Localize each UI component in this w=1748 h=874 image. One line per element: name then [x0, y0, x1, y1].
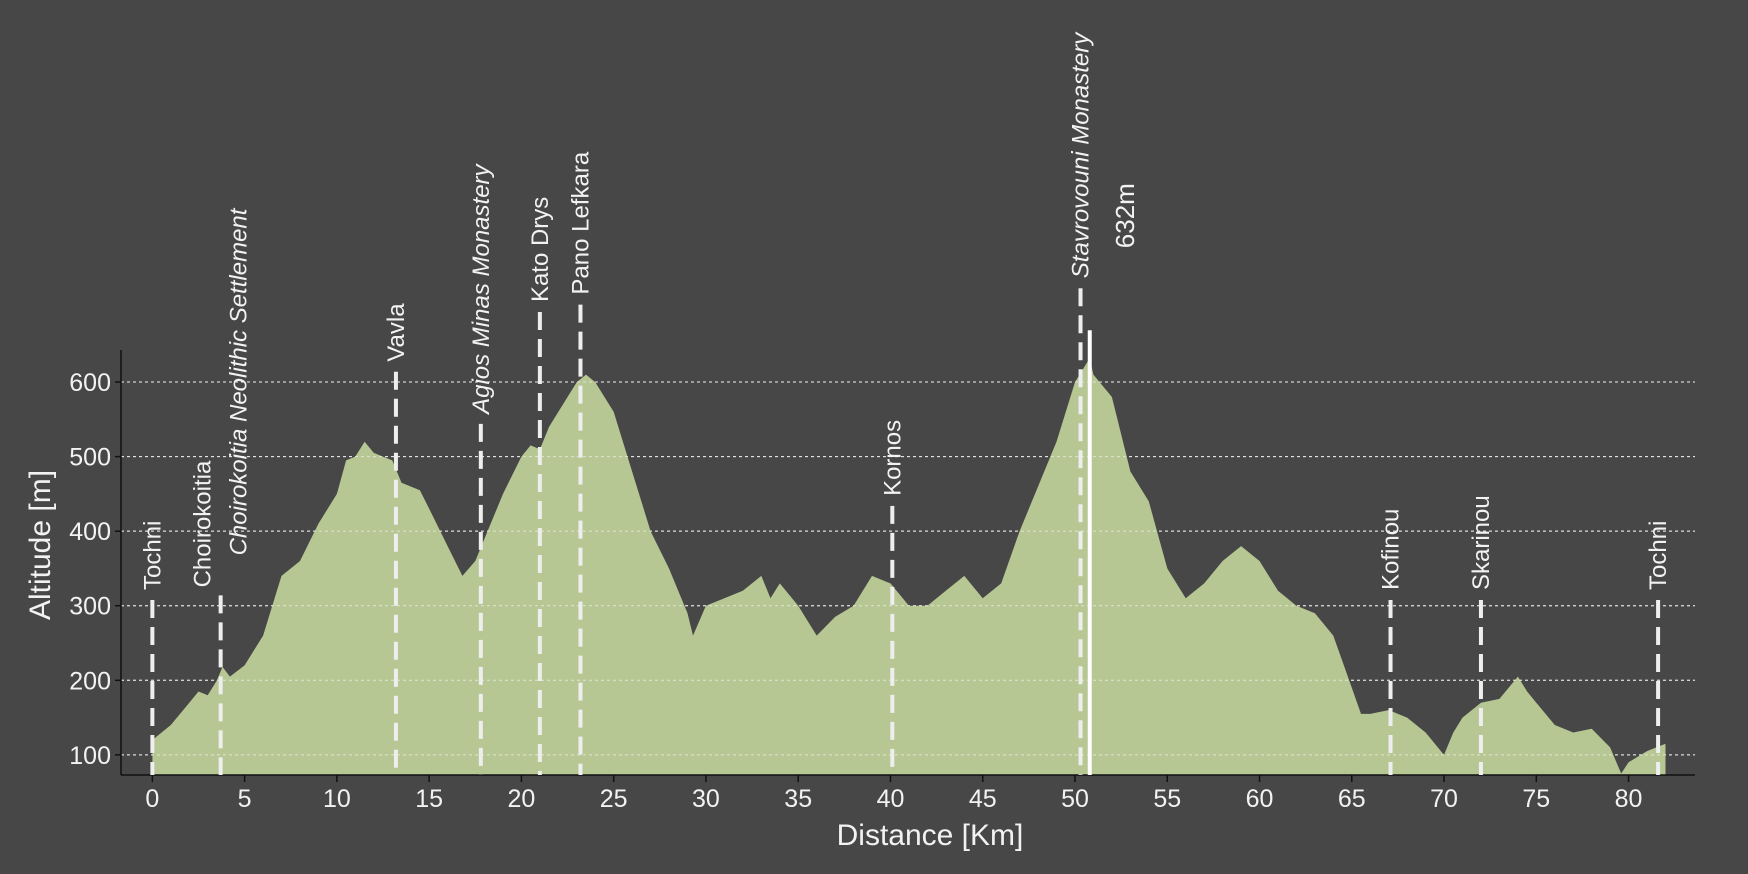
x-tick-label: 25 [600, 785, 628, 813]
x-axis-label: Distance [Km] [837, 819, 1024, 852]
x-tick-label: 35 [784, 785, 812, 813]
x-tick-label: 55 [1153, 785, 1181, 813]
marker-label: Skarinou [1468, 495, 1495, 590]
x-tick-label: 75 [1522, 785, 1550, 813]
x-tick-label: 80 [1615, 785, 1643, 813]
x-tick-label: 30 [692, 785, 720, 813]
marker-label: Choirokoitia [190, 460, 217, 587]
marker-label: Tochni [1645, 521, 1672, 590]
x-tick-label: 65 [1338, 785, 1366, 813]
marker-label: Vavla [383, 303, 410, 362]
marker-label: Agios Minas Monastery [468, 162, 495, 415]
y-tick-label: 100 [69, 742, 111, 770]
y-tick-label: 500 [69, 444, 111, 472]
x-tick-label: 60 [1246, 785, 1274, 813]
x-tick-label: 0 [145, 785, 159, 813]
y-tick-label: 200 [69, 667, 111, 695]
x-tick-label: 70 [1430, 785, 1458, 813]
y-tick-label: 600 [69, 369, 111, 397]
x-tick-label: 50 [1061, 785, 1089, 813]
marker-label: Kofinou [1378, 509, 1405, 590]
x-tick-label: 15 [415, 785, 443, 813]
y-tick-label: 400 [69, 518, 111, 546]
x-tick-label: 5 [238, 785, 252, 813]
marker-label: Tochni [139, 521, 166, 590]
y-tick-label: 300 [69, 593, 111, 621]
marker-label: Pano Lefkara [567, 151, 594, 294]
x-tick-label: 45 [969, 785, 997, 813]
marker-label: Kornos [879, 420, 906, 496]
x-tick-label: 40 [877, 785, 905, 813]
elevation-area [152, 358, 1666, 775]
y-axis-label: Altitude [m] [24, 470, 57, 620]
x-tick-label: 20 [508, 785, 536, 813]
marker-label: Kato Drys [527, 197, 554, 302]
marker-label: Stavrovouni Monastery [1068, 31, 1095, 278]
peak-label: 632m [1110, 183, 1140, 248]
marker-label: Choirokoitia Neolithic Settlement [226, 207, 253, 555]
x-tick-label: 10 [323, 785, 351, 813]
